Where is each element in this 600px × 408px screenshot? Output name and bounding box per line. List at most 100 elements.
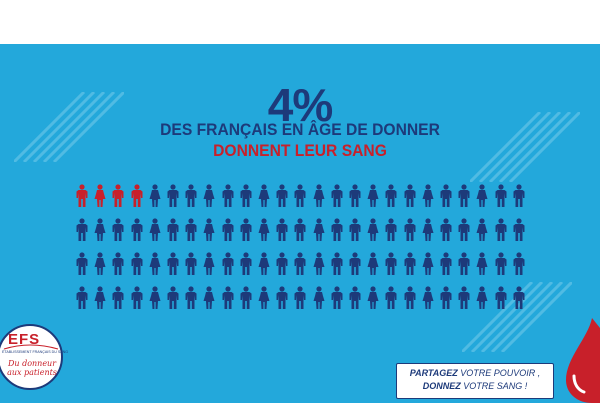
share-line-1-rest: VOTRE POUVOIR , xyxy=(457,368,541,378)
person-icon xyxy=(312,184,326,208)
share-callout: PARTAGEZ VOTRE POUVOIR , DONNEZ VOTRE SA… xyxy=(396,363,554,399)
person-icon xyxy=(184,286,198,310)
person-icon xyxy=(366,252,380,276)
person-icon xyxy=(202,184,216,208)
person-icon xyxy=(439,184,453,208)
person-icon xyxy=(166,218,180,242)
person-icon xyxy=(366,286,380,310)
person-icon xyxy=(148,184,162,208)
person-icon xyxy=(384,252,398,276)
person-icon xyxy=(111,286,125,310)
person-icon xyxy=(293,286,307,310)
person-icon xyxy=(257,218,271,242)
person-icon xyxy=(439,252,453,276)
person-icon xyxy=(130,286,144,310)
person-icon xyxy=(75,286,89,310)
person-icon xyxy=(421,218,435,242)
person-icon xyxy=(75,252,89,276)
person-icon xyxy=(330,218,344,242)
person-icon xyxy=(239,218,253,242)
person-icon xyxy=(312,252,326,276)
person-icon xyxy=(257,286,271,310)
person-icon xyxy=(148,252,162,276)
person-icon xyxy=(348,286,362,310)
person-icon xyxy=(403,252,417,276)
person-icon xyxy=(512,252,526,276)
logo-slogan: Du donneur aux patients xyxy=(7,359,57,377)
person-icon xyxy=(184,218,198,242)
person-icon xyxy=(494,184,508,208)
person-icon xyxy=(130,218,144,242)
logo-subtitle: ÉTABLISSEMENT FRANÇAIS DU SANG xyxy=(2,349,69,354)
person-icon xyxy=(366,218,380,242)
person-icon xyxy=(421,286,435,310)
share-line-2-bold: DONNEZ xyxy=(422,381,461,391)
person-icon xyxy=(275,184,289,208)
person-icon xyxy=(439,218,453,242)
person-icon xyxy=(348,252,362,276)
person-icon xyxy=(93,184,107,208)
person-icon xyxy=(257,252,271,276)
person-icon xyxy=(475,286,489,310)
person-icon xyxy=(111,252,125,276)
person-icon xyxy=(130,184,144,208)
person-icon xyxy=(348,184,362,208)
person-icon xyxy=(457,218,471,242)
person-icon xyxy=(439,286,453,310)
person-icon xyxy=(130,252,144,276)
logo-letters: EFS xyxy=(8,331,41,348)
infographic-banner: 4% DES FRANÇAIS EN ÂGE DE DONNER DONNENT… xyxy=(0,44,600,403)
efs-logo: EFS ÉTABLISSEMENT FRANÇAIS DU SANG Du do… xyxy=(0,311,68,403)
person-icon xyxy=(494,218,508,242)
stat-percent: 4% xyxy=(267,79,333,131)
person-icon xyxy=(348,218,362,242)
stat-line-1: DES FRANÇAIS EN ÂGE DE DONNER xyxy=(160,120,440,139)
person-icon xyxy=(275,252,289,276)
person-icon xyxy=(330,252,344,276)
person-icon xyxy=(93,218,107,242)
person-icon xyxy=(457,184,471,208)
decorative-stripes-right xyxy=(470,112,580,182)
person-icon xyxy=(111,218,125,242)
person-icon xyxy=(75,184,89,208)
person-icon xyxy=(475,184,489,208)
person-icon xyxy=(384,286,398,310)
person-icon xyxy=(202,252,216,276)
person-icon xyxy=(421,184,435,208)
share-line-2-rest: VOTRE SANG ! xyxy=(460,381,528,391)
person-icon xyxy=(184,252,198,276)
person-icon xyxy=(148,218,162,242)
person-icon xyxy=(239,252,253,276)
person-icon xyxy=(494,286,508,310)
person-icon xyxy=(221,218,235,242)
person-icon xyxy=(384,218,398,242)
person-icon xyxy=(166,252,180,276)
person-icon xyxy=(221,286,235,310)
person-icon xyxy=(239,286,253,310)
person-icon xyxy=(166,286,180,310)
share-line-1: PARTAGEZ VOTRE POUVOIR , xyxy=(397,368,553,378)
person-icon xyxy=(184,184,198,208)
person-icon xyxy=(75,218,89,242)
person-icon xyxy=(512,218,526,242)
person-icon xyxy=(293,184,307,208)
person-icon xyxy=(93,252,107,276)
blood-drop-icon xyxy=(548,318,600,403)
person-icon xyxy=(221,252,235,276)
person-icon xyxy=(293,218,307,242)
person-icon xyxy=(403,286,417,310)
person-icon xyxy=(475,252,489,276)
decorative-stripes-left xyxy=(14,92,124,162)
person-icon xyxy=(148,286,162,310)
person-icon xyxy=(403,218,417,242)
decorative-stripes-bottom xyxy=(462,282,572,352)
share-line-2: DONNEZ VOTRE SANG ! xyxy=(397,381,553,391)
person-icon xyxy=(421,252,435,276)
person-icon xyxy=(293,252,307,276)
person-icon xyxy=(457,286,471,310)
stat-line-2: DONNENT LEUR SANG xyxy=(213,141,387,160)
person-icon xyxy=(221,184,235,208)
person-icon xyxy=(457,252,471,276)
person-icon xyxy=(475,218,489,242)
person-icon xyxy=(312,286,326,310)
